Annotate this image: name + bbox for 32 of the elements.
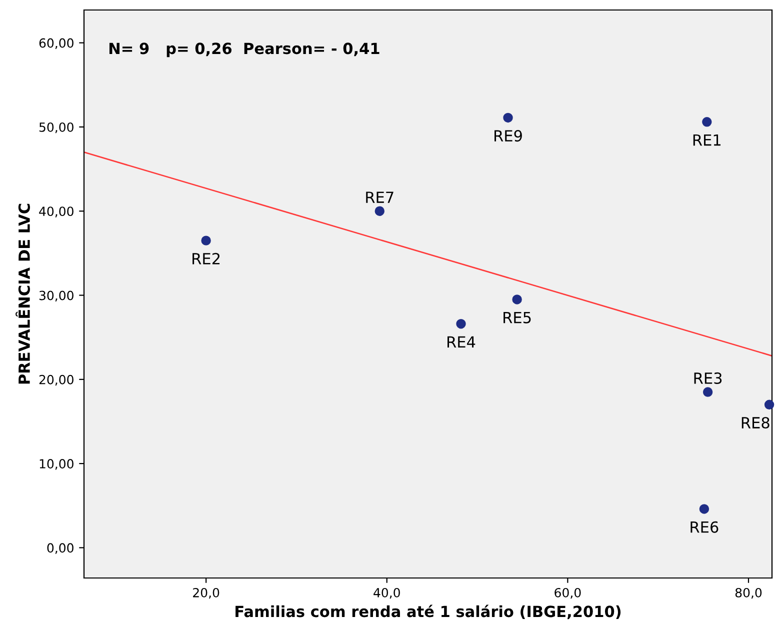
annotation: RE2 (192, 252, 220, 264)
annotation: RE4 (448, 336, 476, 348)
point (699, 504, 710, 514)
annotation: RE5 (504, 312, 531, 324)
x-tick-label: 60,0 (554, 588, 581, 599)
y-tick-label: 40,00 (39, 206, 74, 218)
point (374, 206, 384, 216)
annotation: RE3 (694, 372, 722, 384)
annotation: RE7 (366, 192, 394, 203)
x-axis-title: Familias com renda até 1 salário (IBGE,2010) (236, 604, 621, 620)
x-tick-label: 40,0 (374, 588, 400, 599)
y-tick-label: 30,00 (39, 290, 74, 302)
y-tick-label: 0,00 (47, 543, 74, 554)
point (702, 117, 712, 127)
point (512, 294, 522, 304)
y-tick-label: 10,00 (40, 459, 74, 470)
annotation: RE9 (494, 130, 522, 142)
point (702, 387, 713, 397)
x-tick-label: 80,0 (735, 588, 762, 599)
y-tick-label: 50,00 (39, 122, 74, 134)
y-axis-title: PREVALÊNCIA DE LVC (16, 204, 30, 384)
point (456, 319, 466, 329)
y-tick-label: 60,00 (39, 38, 74, 50)
y-tick-label: 20,00 (39, 374, 74, 386)
annotation: RE1 (693, 134, 720, 146)
point (764, 400, 774, 410)
annotation: RE6 (690, 521, 718, 533)
annotation: RE8 (742, 416, 770, 429)
point (201, 236, 211, 246)
annotation: N= 9 p= 0,26 Pearson= - 0,41 (109, 42, 380, 58)
point (503, 112, 513, 123)
x-tick-label: 20,0 (193, 588, 220, 599)
